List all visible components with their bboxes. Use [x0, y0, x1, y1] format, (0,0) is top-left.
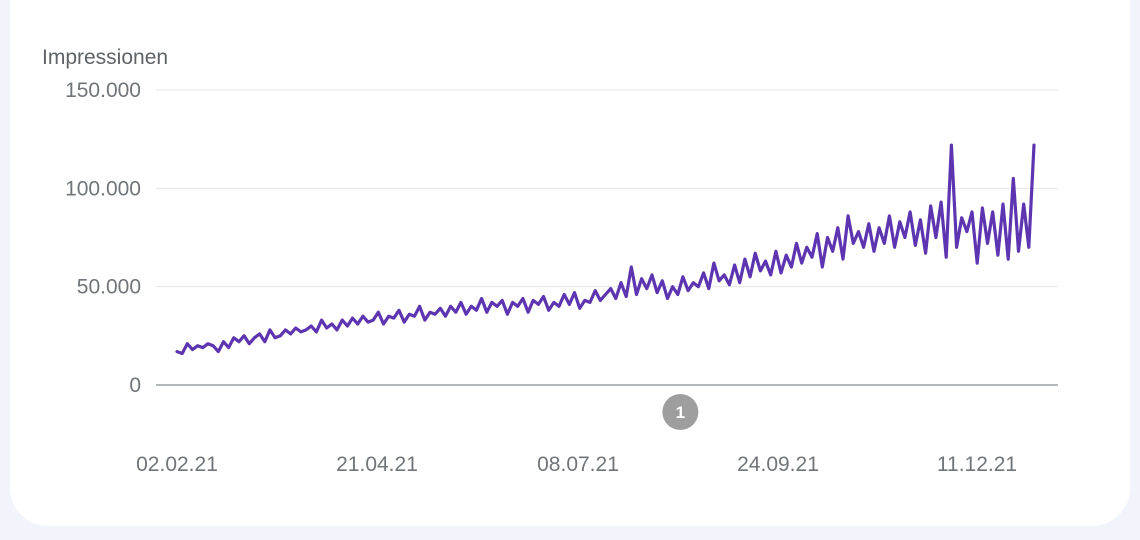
y-axis-ticks: 0 50.000 100.000 150.000 [65, 79, 141, 397]
annotation-marker[interactable]: 1 [662, 394, 699, 430]
x-tick-label: 24.09.21 [737, 453, 819, 476]
annotation-label: 1 [676, 403, 685, 422]
y-tick-label: 150.000 [65, 79, 141, 102]
y-tick-label: 0 [129, 374, 141, 397]
annotation-markers: 1 [662, 394, 699, 430]
gridlines [156, 89, 1058, 386]
x-tick-label: 21.04.21 [336, 453, 418, 476]
series-line-0 [175, 143, 1036, 356]
y-tick-label: 100.000 [65, 177, 141, 200]
x-tick-label: 08.07.21 [537, 453, 619, 476]
x-tick-label: 11.12.21 [937, 453, 1017, 476]
y-axis-title: Impressionen [42, 46, 168, 69]
annotation-circle[interactable] [662, 394, 699, 430]
x-tick-label: 02.02.21 [136, 453, 218, 476]
x-axis-ticks: 02.02.21 21.04.21 08.07.21 24.09.21 11.12.21 [136, 453, 1017, 476]
y-tick-label: 50.000 [77, 276, 141, 299]
chart-card [10, 0, 1130, 526]
series-lines [175, 143, 1036, 356]
